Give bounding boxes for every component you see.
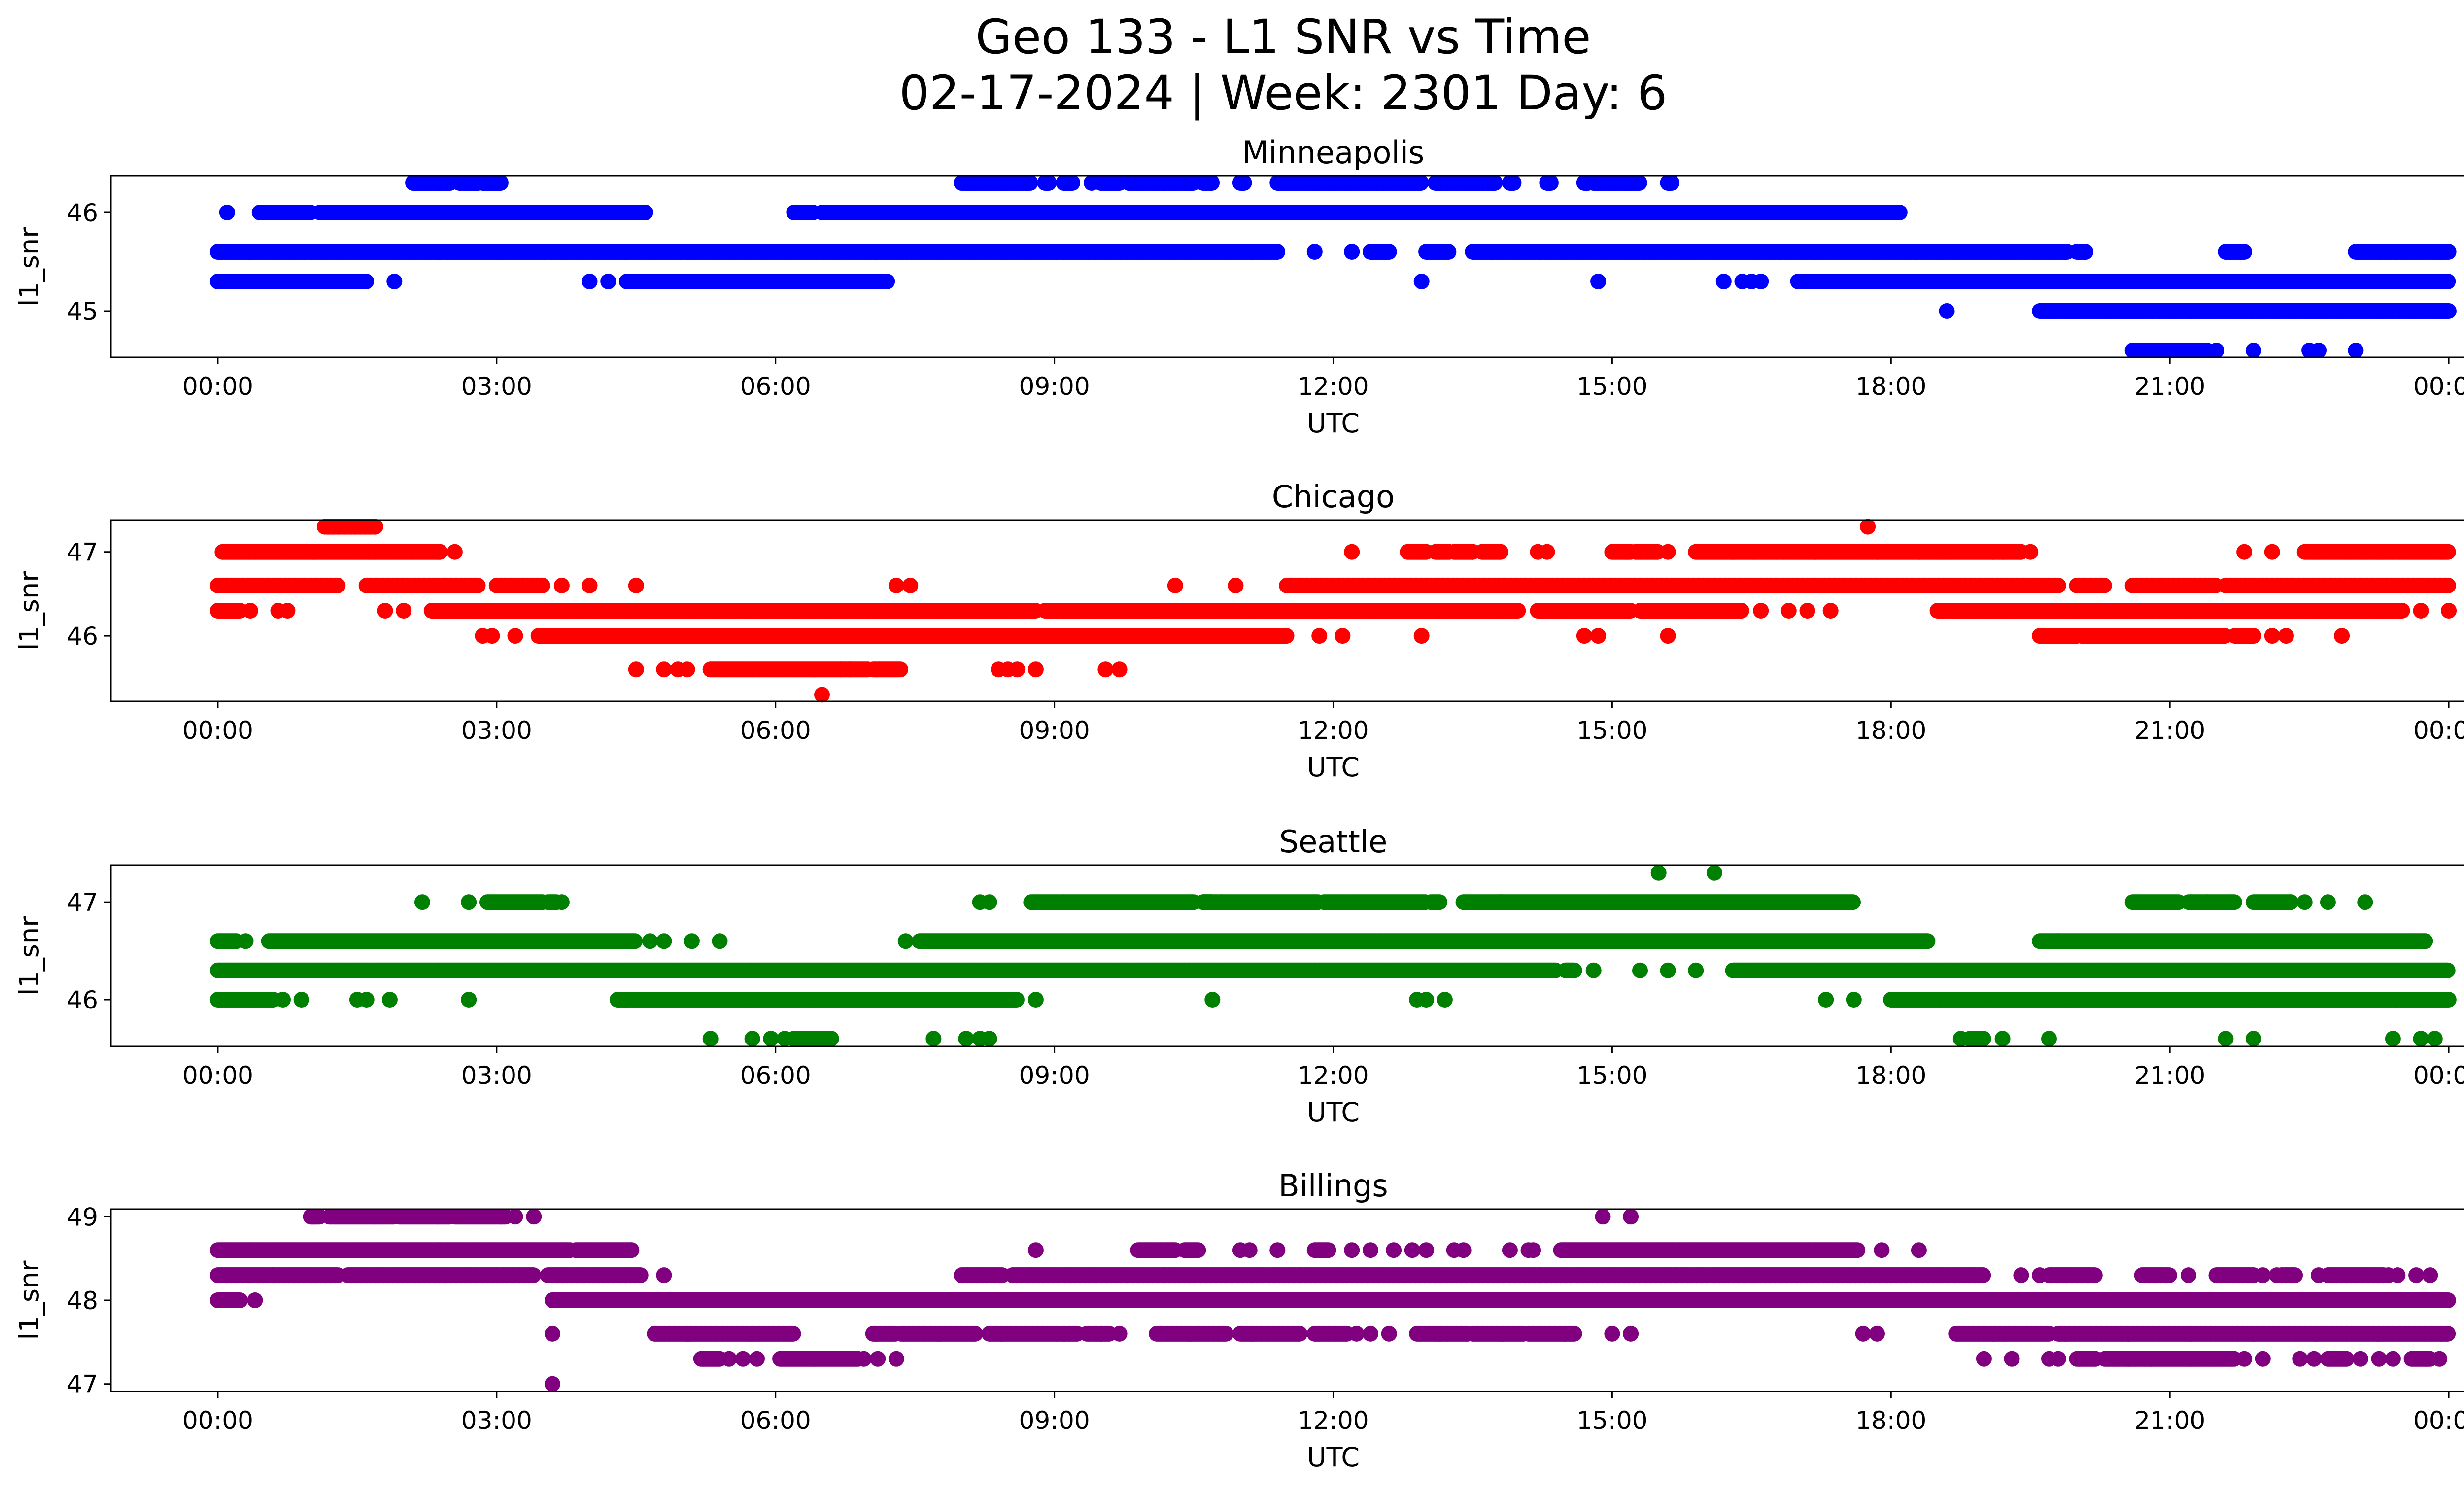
y-tick-label: 46 (67, 199, 98, 227)
data-point (1236, 175, 1252, 191)
data-point (1022, 175, 1038, 191)
subplots: Minneapolis 00:00 03:00 06:00 09:00 12:00 15:0… (14, 135, 2464, 1473)
data-point (2440, 274, 2456, 289)
data-point (386, 274, 403, 289)
x-tick-label: 21:00 (2134, 372, 2205, 401)
data-point (470, 175, 486, 191)
x-tick-label: 03:00 (461, 372, 532, 401)
x-axis-label: UTC (1307, 408, 1360, 439)
data-point (582, 274, 598, 289)
data-point (432, 544, 448, 560)
data-point (1860, 519, 1876, 535)
data-point (1715, 274, 1732, 289)
data-point (1041, 175, 1057, 191)
data-point (1440, 244, 1457, 260)
data-point (2245, 343, 2261, 358)
x-tick-label: 18:00 (1855, 372, 1926, 401)
x-tick-label: 00:00 (182, 372, 253, 401)
y-tick-label: 45 (67, 297, 98, 326)
data-point (1344, 244, 1360, 260)
data-point (2440, 303, 2457, 319)
data-point (1506, 175, 1522, 191)
subplot-minneapolis: Minneapolis 00:00 03:00 06:00 09:00 12:00 15:0… (14, 135, 2464, 439)
data-point (1939, 303, 1955, 319)
data-point (1269, 244, 1285, 260)
data-point (2208, 343, 2224, 358)
data-point (1492, 544, 1508, 560)
x-tick-label: 00:00 (2413, 372, 2464, 401)
data-point (1413, 274, 1430, 289)
subplot-title: Chicago (1272, 479, 1395, 515)
data-point (1413, 175, 1429, 191)
data-point (2078, 244, 2094, 260)
data-point (1542, 175, 1559, 191)
data-point (1084, 175, 1100, 191)
x-tick-label: 15:00 (1576, 372, 1647, 401)
data-point (2311, 343, 2327, 358)
data-point (1891, 205, 1908, 220)
x-tick-label: 09:00 (1019, 372, 1090, 401)
data-point (1483, 244, 1500, 260)
data-point (1631, 175, 1647, 191)
data-point (1487, 175, 1503, 191)
data-point (637, 205, 653, 220)
data-points (209, 175, 2457, 358)
data-point (488, 175, 505, 191)
data-point (1306, 244, 1323, 260)
data-point (219, 205, 235, 220)
data-point (2348, 343, 2364, 358)
data-point (1064, 175, 1080, 191)
data-point (2236, 244, 2252, 260)
figure-title-line1: Geo 133 - L1 SNR vs Time (976, 9, 1591, 65)
data-point (805, 205, 821, 220)
y-axis-label: l1_snr (14, 227, 45, 307)
data-point (1381, 244, 1397, 260)
data-point (1753, 274, 1769, 289)
data-point (367, 519, 383, 535)
data-point (1204, 175, 1220, 191)
data-point (1590, 274, 1607, 289)
figure-title-line2: 02-17-2024 | Week: 2301 Day: 6 (899, 66, 1668, 121)
data-point (600, 274, 616, 289)
data-point (1325, 175, 1341, 191)
data-point (1664, 175, 1680, 191)
x-tick-label: 06:00 (740, 372, 811, 401)
x-tick-label: 12:00 (1298, 372, 1369, 401)
data-point (879, 274, 895, 289)
data-point (2440, 244, 2457, 260)
data-point (358, 274, 374, 289)
data-point (284, 205, 300, 220)
subplot-title: Minneapolis (1242, 135, 1425, 171)
